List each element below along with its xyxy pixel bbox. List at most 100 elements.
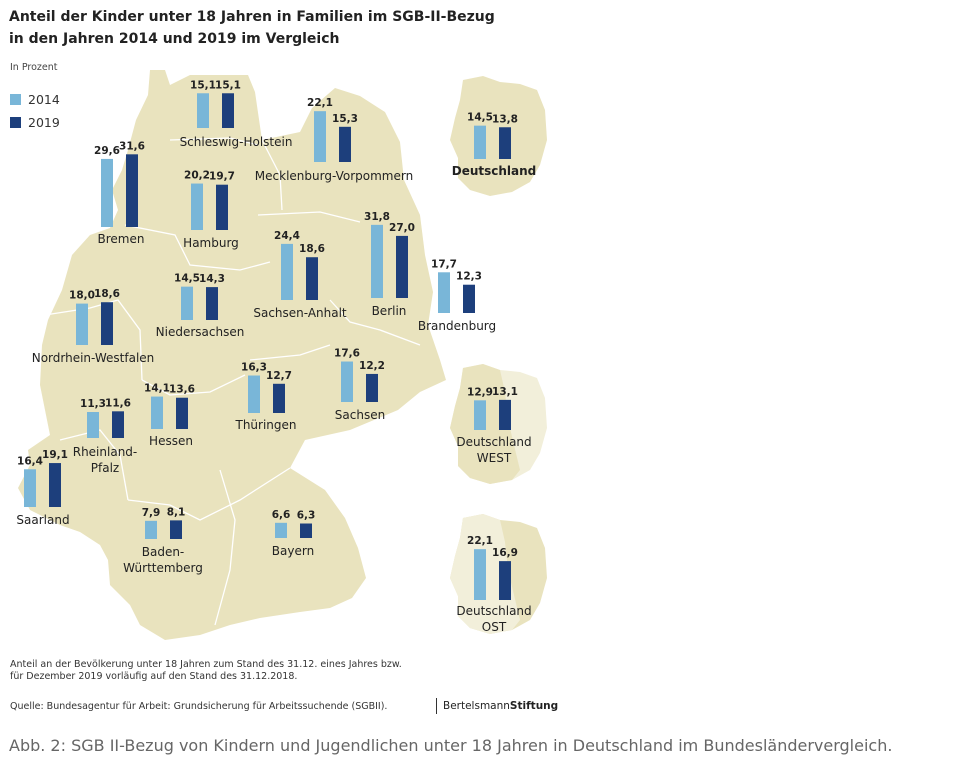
bar-brandenburg-2014 <box>438 272 450 313</box>
chart-title: Anteil der Kinder unter 18 Jahren in Fam… <box>9 6 495 50</box>
region-label-thüringen: Thüringen <box>234 418 296 432</box>
bar-schleswig-holstein-2019 <box>222 93 234 128</box>
bar-saarland-2014 <box>24 469 36 507</box>
region-deutschland-west: 12,9 13,1 Deutschland WEST <box>456 386 531 465</box>
region-thüringen: 16,312,7 Thüringen <box>234 362 296 432</box>
bertelsmann-logo: BertelsmannStiftung <box>436 698 558 714</box>
unit-label: In Prozent <box>10 62 58 73</box>
bar-brandenburg-2019 <box>463 284 475 313</box>
bar-groups: 15,1 15,1 Schleswig-Holstein 22,1 15,3 Meckle… <box>16 79 536 634</box>
region-sachsen-anhalt: 24,418,6 Sachsen-Anhalt <box>253 230 347 320</box>
bar-bayern-2019 <box>300 523 312 538</box>
value-label-mecklenburg-vorpommern-2014: 22,1 <box>307 97 333 109</box>
source-note: Quelle: Bundesagentur für Arbeit: Grunds… <box>10 701 388 712</box>
bar-mecklenburg-vorpommern-2014 <box>314 111 326 162</box>
value-label-rheinland-pfalz-2014: 11,3 <box>80 398 106 410</box>
bar-deutschland-west-2019 <box>499 399 511 430</box>
value-label-bremen-2019: 31,6 <box>119 140 145 152</box>
value-label-thüringen-2019: 12,7 <box>266 370 292 382</box>
region-label-rheinland-pfalz: Rheinland- <box>73 445 138 459</box>
region-label-hamburg: Hamburg <box>183 236 239 250</box>
value-label-mecklenburg-vorpommern-2019: 15,3 <box>332 113 358 125</box>
region-label-schleswig-holstein: Schleswig-Holstein <box>180 135 293 149</box>
value-label-niedersachsen-2019: 14,3 <box>199 273 225 285</box>
value-label-nordrhein-westfalen-2014: 18,0 <box>69 290 95 302</box>
region-nordrhein-westfalen: 18,0 18,6 Nordrhein-Westfalen <box>32 288 155 365</box>
value-label-deutschland-2019: 13,8 <box>492 113 518 125</box>
logo-text-part-1: Bertelsmann <box>443 700 510 712</box>
bar-schleswig-holstein-2014 <box>197 93 209 128</box>
region-label-deutschland-ost: OST <box>482 620 507 634</box>
region-brandenburg: 17,712,3 Brandenburg <box>418 258 496 333</box>
region-deutschland: 14,5 13,8 Deutschland <box>452 112 537 178</box>
value-label-nordrhein-westfalen-2019: 18,6 <box>94 288 120 300</box>
region-label-saarland: Saarland <box>16 513 69 527</box>
value-label-baden-württemberg-2014: 7,9 <box>142 507 161 519</box>
bar-rheinland-pfalz-2019 <box>112 411 124 438</box>
chart-title-line-1: Anteil der Kinder unter 18 Jahren in Fam… <box>9 9 495 25</box>
legend-label-2019: 2019 <box>28 115 60 130</box>
germany-map <box>18 70 446 640</box>
region-label-brandenburg: Brandenburg <box>418 319 496 333</box>
germany-map-small <box>450 76 547 196</box>
region-label-sachsen-anhalt: Sachsen-Anhalt <box>253 306 347 320</box>
value-label-deutschland-2014: 14,5 <box>467 112 493 124</box>
bar-hessen-2019 <box>176 397 188 429</box>
region-hamburg: 20,2 19,7 Hamburg <box>183 170 239 250</box>
value-label-berlin-2019: 27,0 <box>389 222 415 234</box>
value-label-deutschland-ost-2014: 22,1 <box>467 535 493 547</box>
bar-nordrhein-westfalen-2019 <box>101 302 113 345</box>
region-rheinland-pfalz: 11,3 11,6 Rheinland- Pfalz <box>73 397 138 475</box>
region-label-hessen: Hessen <box>149 434 193 448</box>
logo-text-part-2: Stiftung <box>509 700 559 712</box>
value-label-bayern-2019: 6,3 <box>297 510 316 522</box>
region-label-bremen: Bremen <box>98 232 145 246</box>
region-label-baden-württemberg: Württemberg <box>123 561 203 575</box>
bar-baden-württemberg-2019 <box>170 520 182 539</box>
value-label-rheinland-pfalz-2019: 11,6 <box>105 397 131 409</box>
value-label-baden-württemberg-2019: 8,1 <box>167 506 186 518</box>
region-label-deutschland-west: WEST <box>477 451 512 465</box>
footnote-line-1: Anteil an der Bevölkerung unter 18 Jahre… <box>10 659 402 670</box>
region-niedersachsen: 14,5 14,3 Niedersachsen <box>156 273 245 339</box>
bar-niedersachsen-2019 <box>206 287 218 320</box>
region-label-deutschland-west: Deutschland <box>456 435 531 449</box>
legend-swatch-2014 <box>10 94 21 105</box>
bar-berlin-2019 <box>396 235 408 298</box>
region-label-rheinland-pfalz: Pfalz <box>91 461 119 475</box>
germany-maps <box>18 70 547 640</box>
bar-deutschland-2014 <box>474 125 486 159</box>
footnote-line-2: für Dezember 2019 vorläufig auf den Stan… <box>10 671 298 682</box>
bar-rheinland-pfalz-2014 <box>87 412 99 438</box>
bar-baden-württemberg-2014 <box>145 520 157 539</box>
bar-deutschland-ost-2014 <box>474 549 486 600</box>
value-label-berlin-2014: 31,8 <box>364 211 390 223</box>
bar-berlin-2014 <box>371 224 383 298</box>
footnote: Anteil an der Bevölkerung unter 18 Jahre… <box>10 659 402 683</box>
region-label-sachsen: Sachsen <box>335 408 385 422</box>
figure-caption: Abb. 2: SGB II-Bezug von Kindern und Jug… <box>9 736 893 755</box>
bar-sachsen-2014 <box>341 361 353 402</box>
bar-bayern-2014 <box>275 522 287 538</box>
value-label-hamburg-2014: 20,2 <box>184 170 210 182</box>
region-label-berlin: Berlin <box>372 304 407 318</box>
bar-bremen-2019 <box>126 154 138 227</box>
region-sachsen: 17,612,2 Sachsen <box>334 348 385 422</box>
legend-swatch-2019 <box>10 117 21 128</box>
region-label-niedersachsen: Niedersachsen <box>156 325 245 339</box>
region-hessen: 14,1 13,6 Hessen <box>144 383 195 448</box>
bar-deutschland-2019 <box>499 127 511 159</box>
value-label-niedersachsen-2014: 14,5 <box>174 273 200 285</box>
bar-sachsen-anhalt-2014 <box>281 243 293 300</box>
bar-hamburg-2014 <box>191 183 203 230</box>
value-label-hamburg-2019: 19,7 <box>209 171 235 183</box>
state-borders <box>44 137 421 626</box>
value-label-sachsen-2014: 17,6 <box>334 348 360 360</box>
bar-hamburg-2019 <box>216 184 228 230</box>
region-saarland: 16,419,1 Saarland <box>16 449 69 527</box>
region-label-deutschland: Deutschland <box>452 164 537 178</box>
region-bayern: 6,6 6,3 Bayern <box>272 509 316 558</box>
bar-mecklenburg-vorpommern-2019 <box>339 126 351 162</box>
value-label-hessen-2014: 14,1 <box>144 383 170 395</box>
